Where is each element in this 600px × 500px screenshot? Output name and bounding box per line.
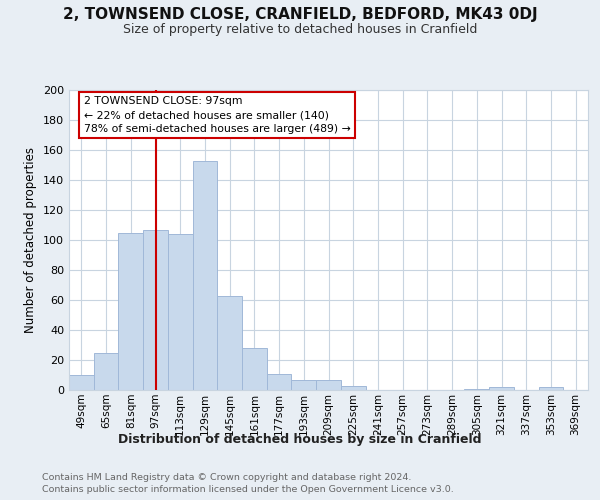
Text: Contains HM Land Registry data © Crown copyright and database right 2024.: Contains HM Land Registry data © Crown c…	[42, 472, 412, 482]
Bar	[242, 348, 267, 390]
Bar	[193, 160, 217, 390]
Bar	[539, 387, 563, 390]
Bar	[69, 375, 94, 390]
Text: Distribution of detached houses by size in Cranfield: Distribution of detached houses by size …	[118, 432, 482, 446]
Bar	[94, 352, 118, 390]
Bar	[143, 230, 168, 390]
Bar	[316, 380, 341, 390]
Text: 2 TOWNSEND CLOSE: 97sqm
← 22% of detached houses are smaller (140)
78% of semi-d: 2 TOWNSEND CLOSE: 97sqm ← 22% of detache…	[84, 96, 350, 134]
Text: Size of property relative to detached houses in Cranfield: Size of property relative to detached ho…	[123, 22, 477, 36]
Bar	[489, 387, 514, 390]
Bar	[341, 386, 365, 390]
Bar	[267, 374, 292, 390]
Bar	[118, 232, 143, 390]
Bar	[168, 234, 193, 390]
Y-axis label: Number of detached properties: Number of detached properties	[25, 147, 37, 333]
Bar	[464, 388, 489, 390]
Text: 2, TOWNSEND CLOSE, CRANFIELD, BEDFORD, MK43 0DJ: 2, TOWNSEND CLOSE, CRANFIELD, BEDFORD, M…	[62, 8, 538, 22]
Text: Contains public sector information licensed under the Open Government Licence v3: Contains public sector information licen…	[42, 485, 454, 494]
Bar	[292, 380, 316, 390]
Bar	[217, 296, 242, 390]
